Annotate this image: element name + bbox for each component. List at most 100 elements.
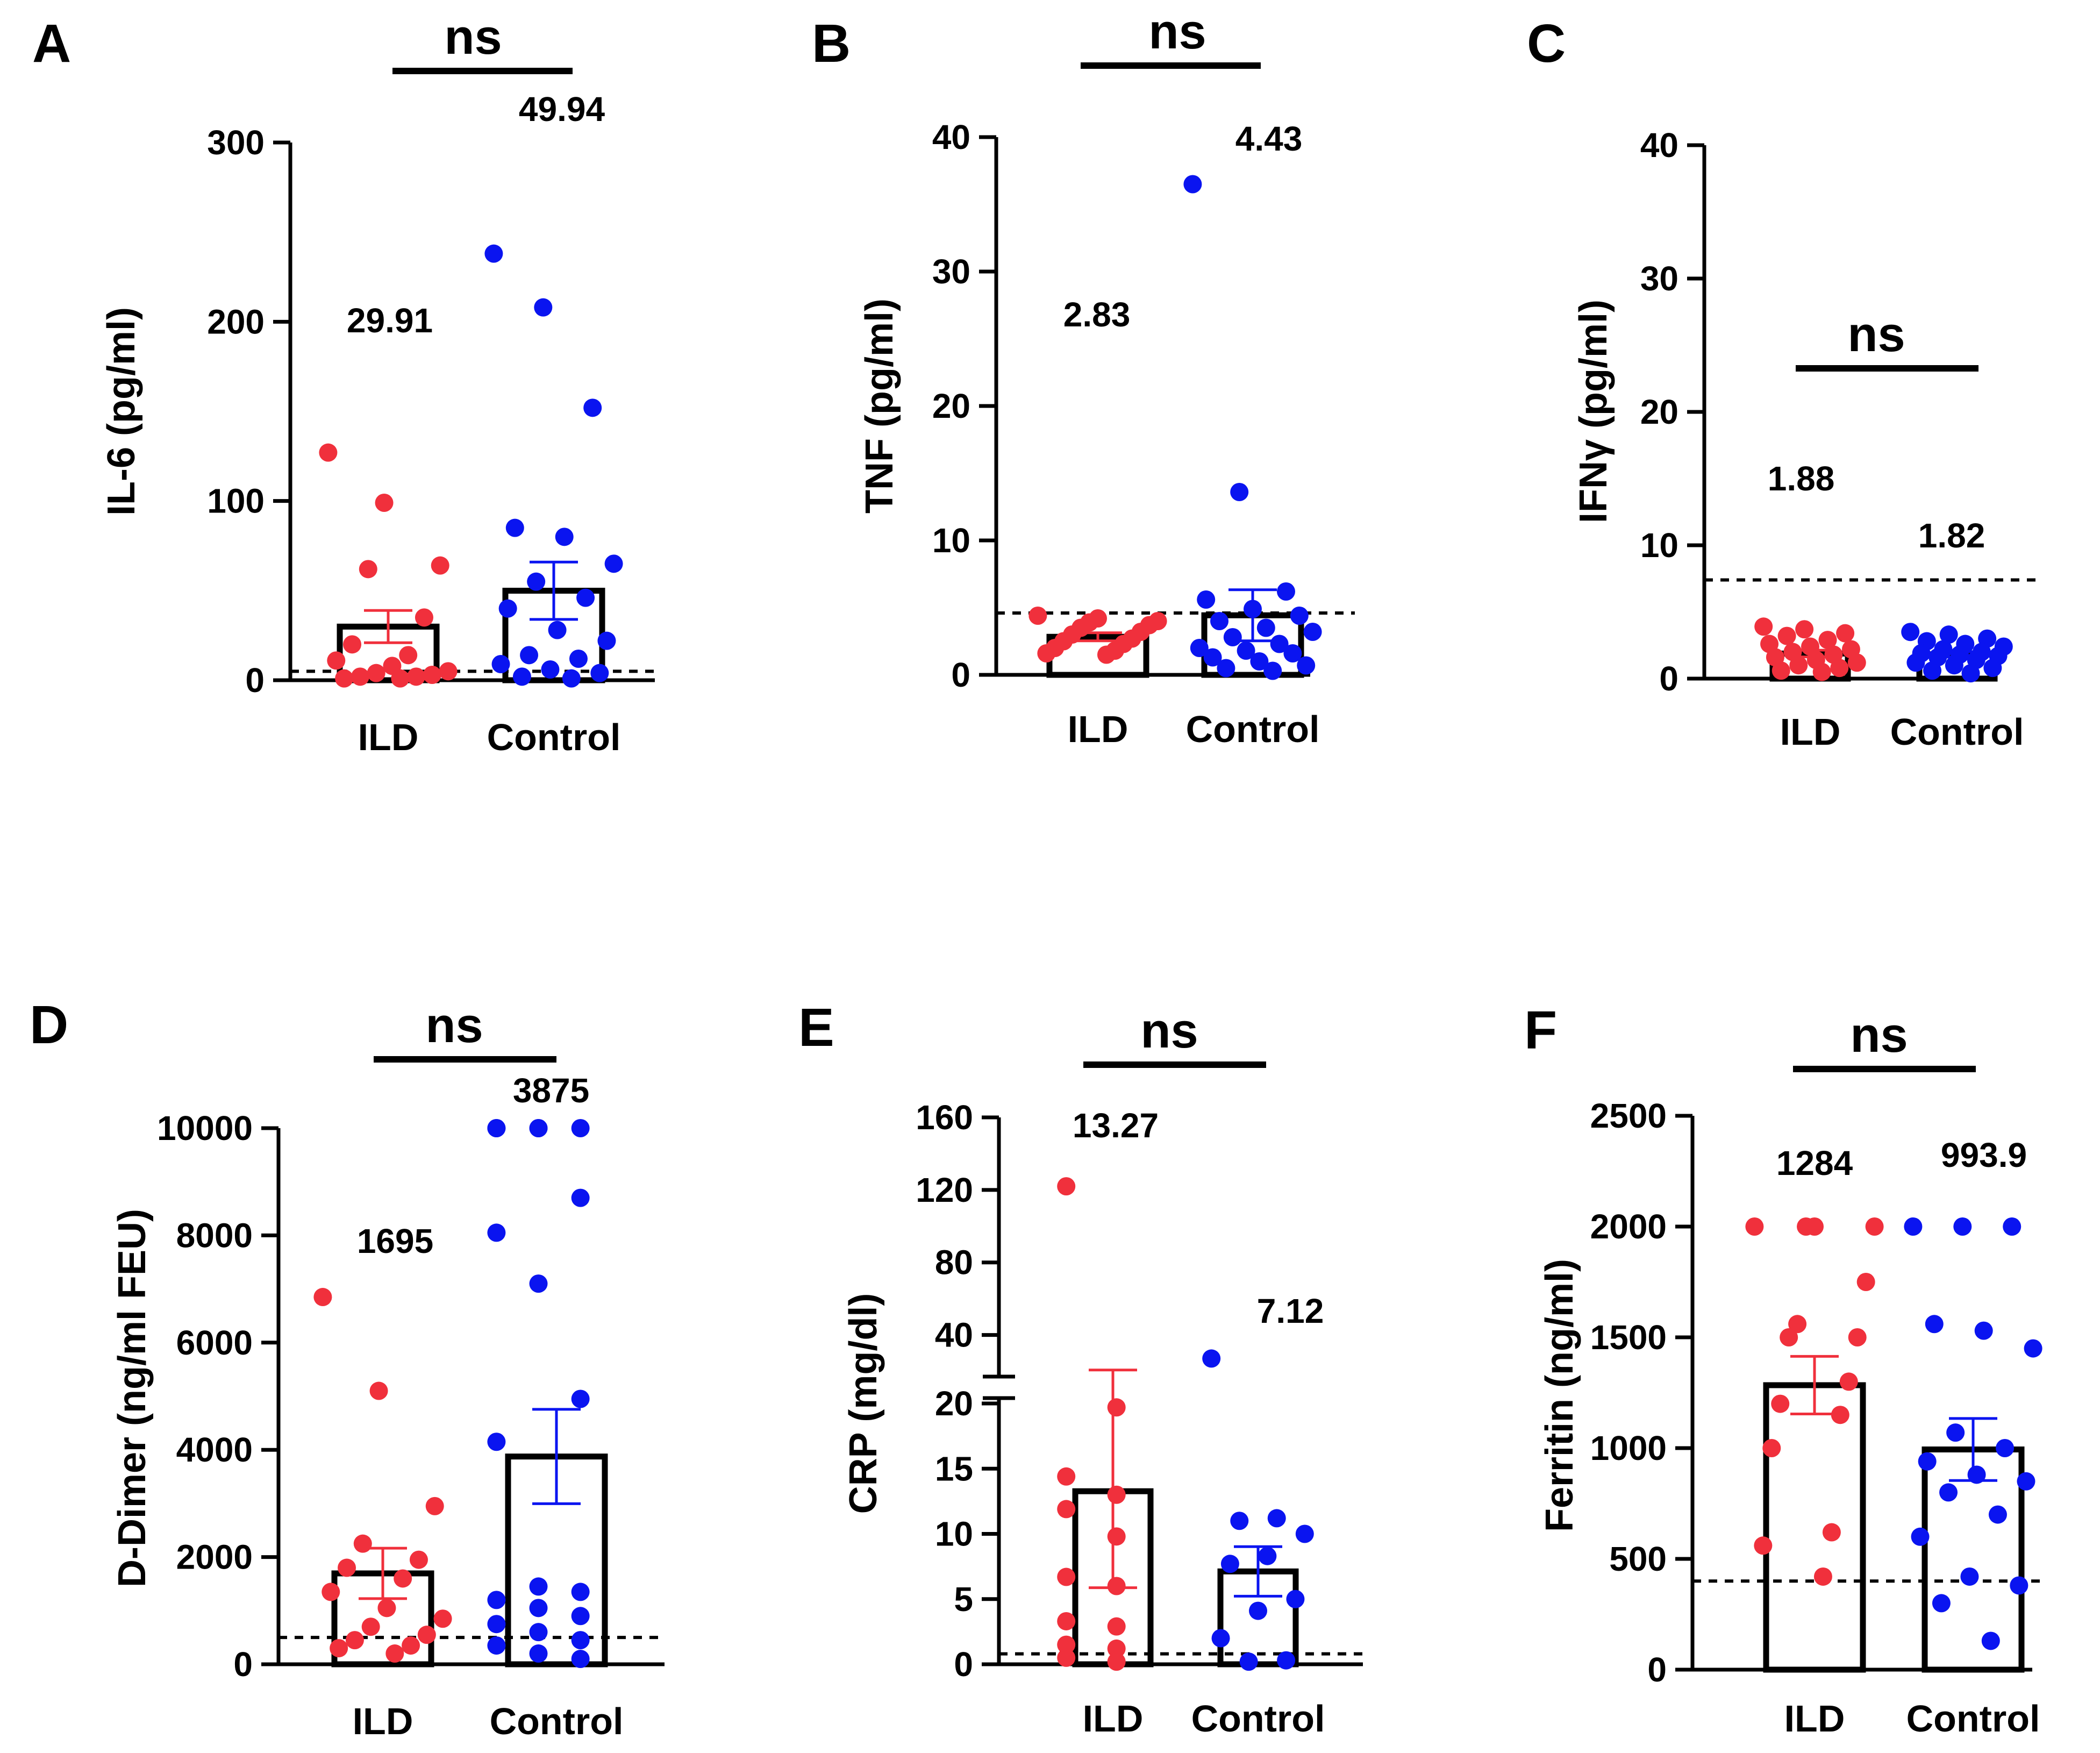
data-point-ild (359, 560, 377, 579)
data-point-control (1263, 661, 1282, 680)
data-point-control (1183, 175, 1202, 194)
y-axis-label: CRP (mg/dl) (842, 1293, 885, 1514)
data-point-control (487, 1591, 506, 1609)
data-point-ild (1822, 1523, 1841, 1542)
data-point-ild (361, 1617, 380, 1636)
y-tick-label: 0 (1659, 659, 1678, 698)
data-point-control (571, 1631, 590, 1650)
data-point-control (520, 646, 539, 665)
mean-value-label: 1.88 (1768, 459, 1835, 498)
data-point-ild (322, 1583, 340, 1601)
data-point-ild (1848, 1328, 1867, 1346)
data-point-control (1217, 659, 1235, 678)
data-point-ild (1847, 653, 1866, 672)
data-point-control (487, 1433, 506, 1451)
y-tick-label: 100 (207, 482, 265, 521)
data-point-control (1211, 1629, 1230, 1648)
data-point-control (604, 554, 623, 573)
data-point-ild (399, 646, 418, 665)
category-label: Control (1186, 708, 1320, 750)
data-point-control (576, 588, 595, 607)
data-point-control (534, 298, 553, 317)
data-point-control (1256, 618, 1275, 637)
y-axis-label: TNF (pg/ml) (858, 298, 901, 514)
data-point-control (1202, 1349, 1221, 1368)
y-tick-label: 30 (1640, 259, 1678, 298)
data-point-control (529, 1599, 548, 1617)
data-point-ild (1754, 617, 1773, 636)
data-point-control (529, 1577, 548, 1596)
category-label: Control (1906, 1698, 2040, 1740)
chart-panel-b: B 0 10 20 30 40 TNF (pg/ml) 2.83 ILD 4.43 Control n… (812, 4, 1355, 750)
mean-value-label: 993.9 (1941, 1136, 2027, 1174)
category-label: Control (487, 716, 621, 758)
category-label: ILD (353, 1700, 413, 1742)
data-point-control (529, 1644, 548, 1663)
y-tick-label: 0 (233, 1645, 253, 1684)
y-tick-label: 80 (935, 1243, 973, 1282)
data-point-ild (375, 494, 394, 512)
y-tick-label: 15 (935, 1449, 973, 1488)
category-label: Control (490, 1700, 624, 1742)
data-point-control (487, 1636, 506, 1655)
category-label: ILD (1780, 711, 1841, 753)
chart-panel-c: C 0 10 20 30 40 IFNγ (pg/ml) 1.88 ILD 1.82 Control… (1527, 13, 2043, 753)
y-tick-label: 2000 (176, 1538, 253, 1577)
data-point-ild (1057, 1648, 1076, 1667)
chart-panel-e: E 0 5 10 15 20 40 80 120 160 CRP (mg/dl) 13.27 ILD 7.… (798, 997, 1363, 1740)
data-point-control (1303, 623, 1322, 641)
data-point-control (548, 621, 567, 639)
mean-value-label: 2.83 (1063, 295, 1131, 334)
data-point-ild (313, 1288, 332, 1307)
data-point-ild (335, 669, 354, 688)
data-point-ild (1789, 656, 1808, 675)
data-point-control (1295, 1524, 1314, 1543)
y-tick-label: 1000 (1590, 1429, 1667, 1467)
data-point-control (597, 631, 616, 650)
data-point-ild (1856, 1273, 1875, 1291)
data-point-ild (431, 556, 449, 575)
data-point-ild (1818, 631, 1837, 650)
data-point-control (2024, 1339, 2042, 1358)
data-point-control (1901, 623, 1920, 642)
data-point-control (1220, 1555, 1239, 1573)
data-point-control (1932, 1594, 1951, 1613)
data-point-control (487, 1223, 506, 1242)
significance-label: ns (1850, 1008, 1908, 1063)
y-tick-label: 0 (951, 655, 970, 694)
data-point-control (571, 1607, 590, 1626)
mean-value-label: 49.94 (519, 90, 605, 129)
data-point-control (1297, 656, 1316, 675)
y-tick-label: 20 (935, 1384, 973, 1423)
data-point-ild (1830, 659, 1849, 678)
y-tick-label: 300 (207, 123, 265, 162)
y-tick-label: 8000 (176, 1216, 253, 1255)
data-point-ild (1797, 1217, 1816, 1236)
data-point-ild (1057, 1177, 1076, 1196)
significance-label: ns (444, 10, 502, 65)
data-point-ild (433, 1609, 452, 1628)
data-point-control (1946, 1423, 1965, 1442)
data-point-ild (425, 1497, 444, 1515)
data-point-control (555, 528, 574, 546)
data-point-ild (1107, 1398, 1126, 1417)
data-point-control (512, 667, 531, 686)
data-point-control (498, 599, 517, 618)
panel-letter: F (1524, 1000, 1557, 1060)
data-point-ild (1836, 624, 1855, 643)
y-tick-label: 5 (954, 1580, 973, 1619)
chart-panel-f: F 0 500 1000 1500 2000 2500 Ferritin (ng/ml) 128… (1524, 1000, 2043, 1740)
y-tick-label: 40 (935, 1316, 973, 1355)
y-tick-label: 4000 (176, 1430, 253, 1469)
data-point-control (491, 655, 510, 673)
chart-panel-a: A 0 100 200 300 IL-6 (pg/ml) 29.91 ILD 49.94 Cont… (32, 10, 655, 758)
y-tick-label: 20 (932, 387, 970, 425)
data-point-control (1996, 1439, 2015, 1457)
data-point-ild (1107, 1617, 1126, 1636)
y-tick-label: 10 (932, 521, 970, 560)
data-point-control (571, 1188, 590, 1207)
data-point-ild (1057, 1612, 1076, 1630)
data-point-ild (1865, 1217, 1884, 1236)
mean-value-label: 29.91 (347, 301, 433, 340)
data-point-control (1258, 1547, 1277, 1565)
